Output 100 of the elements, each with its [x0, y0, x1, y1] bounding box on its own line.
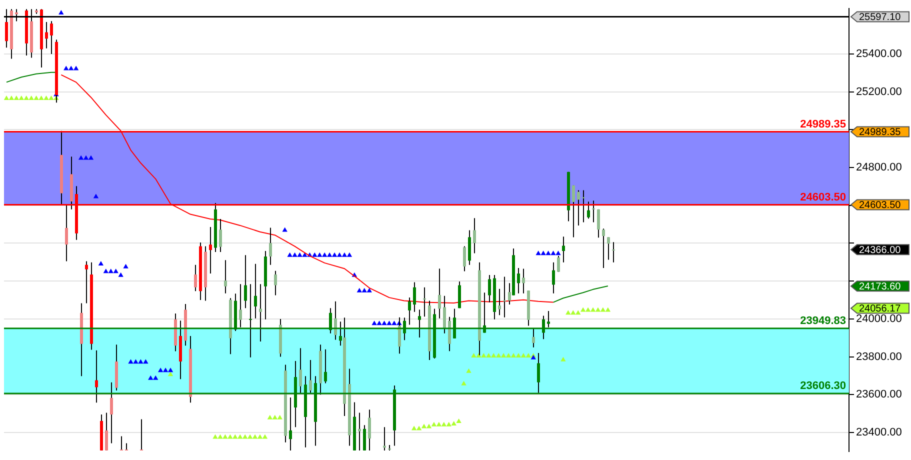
- point: [382, 320, 387, 326]
- candlestick: [408, 297, 411, 326]
- candlestick: [508, 282, 511, 306]
- candlestick: [562, 236, 565, 263]
- point: [332, 252, 338, 257]
- point: [118, 272, 124, 277]
- candlestick: [368, 409, 371, 451]
- candlestick: [503, 276, 506, 318]
- ref-line-label: 24603.50: [800, 191, 846, 204]
- candlestick: [85, 260, 88, 304]
- candlestick: [488, 274, 491, 303]
- text: 24173.60: [859, 281, 902, 292]
- candlestick: [458, 280, 461, 309]
- text: 24366.00: [859, 244, 902, 256]
- candlestick: [413, 282, 416, 312]
- candlestick: [522, 268, 525, 294]
- point: [346, 252, 352, 257]
- candlestick: [65, 204, 68, 262]
- y-tick-label: 23800.00: [856, 350, 902, 363]
- point: [68, 66, 74, 70]
- point: [73, 66, 79, 70]
- point: [78, 155, 84, 160]
- point: [326, 252, 332, 257]
- candlestick: [105, 412, 108, 451]
- point: [540, 250, 546, 256]
- point: [123, 264, 128, 268]
- point: [108, 268, 114, 274]
- point: [297, 252, 302, 257]
- y-tick-label: 23600.00: [856, 388, 902, 401]
- point: [336, 252, 342, 257]
- point: [93, 194, 99, 198]
- y-tick-label: 23400.00: [856, 426, 902, 439]
- point: [168, 368, 174, 372]
- candlestick: [577, 190, 580, 226]
- candlestick: [363, 424, 366, 451]
- candlestick: [473, 218, 476, 254]
- point: [376, 320, 382, 326]
- candlestick: [607, 236, 610, 260]
- point: [366, 288, 372, 292]
- point: [58, 10, 64, 14]
- candlestick: [592, 200, 595, 223]
- candlestick: [140, 418, 143, 451]
- candlestick: [438, 268, 441, 319]
- candlestick: [358, 412, 361, 451]
- y-tick-label: 24000.00: [856, 312, 902, 325]
- y-tick-label: 25200.00: [856, 86, 902, 98]
- point: [536, 250, 541, 256]
- candlestick: [597, 208, 600, 238]
- y-tick-label: 25400.00: [856, 48, 902, 60]
- text: 24603.50: [859, 200, 902, 211]
- candlestick: [448, 316, 451, 352]
- candlestick: [443, 295, 446, 334]
- candlestick: [45, 22, 48, 49]
- candlestick: [120, 436, 123, 451]
- candlestick: [587, 201, 590, 220]
- candlestick: [224, 260, 227, 294]
- candlestick: [612, 242, 615, 263]
- point: [103, 268, 108, 274]
- ref-line-label: 23949.83: [800, 314, 846, 327]
- point: [162, 368, 168, 372]
- candlestick: [468, 230, 471, 266]
- point: [550, 250, 556, 256]
- candlestick: [50, 20, 53, 55]
- point: [138, 359, 144, 364]
- candlestick: [219, 218, 222, 252]
- candlestick: [572, 184, 575, 238]
- candlestick: [463, 246, 466, 272]
- point: [153, 375, 158, 380]
- candlestick: [269, 227, 272, 266]
- candlestick: [532, 328, 535, 348]
- candlestick: [602, 228, 605, 269]
- candlestick: [194, 264, 197, 292]
- point: [386, 320, 392, 326]
- point: [98, 261, 104, 266]
- point: [292, 252, 298, 257]
- point: [113, 268, 118, 274]
- text: 24989.35: [859, 126, 902, 138]
- ref-line-label: 25597.10: [859, 12, 902, 23]
- point: [158, 368, 164, 372]
- candlestick: [244, 254, 247, 309]
- candlestick: [289, 396, 292, 451]
- candlestick: [239, 284, 242, 328]
- point: [322, 252, 328, 257]
- point: [148, 375, 154, 380]
- y-tick-label: 24800.00: [856, 162, 902, 174]
- point: [372, 320, 377, 326]
- point: [88, 155, 94, 160]
- point: [356, 288, 362, 292]
- candlestick: [498, 288, 501, 316]
- ref-line-label: 23606.30: [800, 380, 846, 392]
- point: [317, 252, 322, 257]
- text: 24056.17: [859, 304, 902, 315]
- point: [83, 155, 89, 160]
- ref-line-label: 24989.35: [800, 118, 846, 130]
- point: [128, 359, 134, 364]
- candlestick: [324, 348, 327, 384]
- point: [287, 252, 292, 257]
- candlestick: [309, 360, 312, 394]
- candlestick: [334, 300, 337, 340]
- point: [143, 359, 148, 364]
